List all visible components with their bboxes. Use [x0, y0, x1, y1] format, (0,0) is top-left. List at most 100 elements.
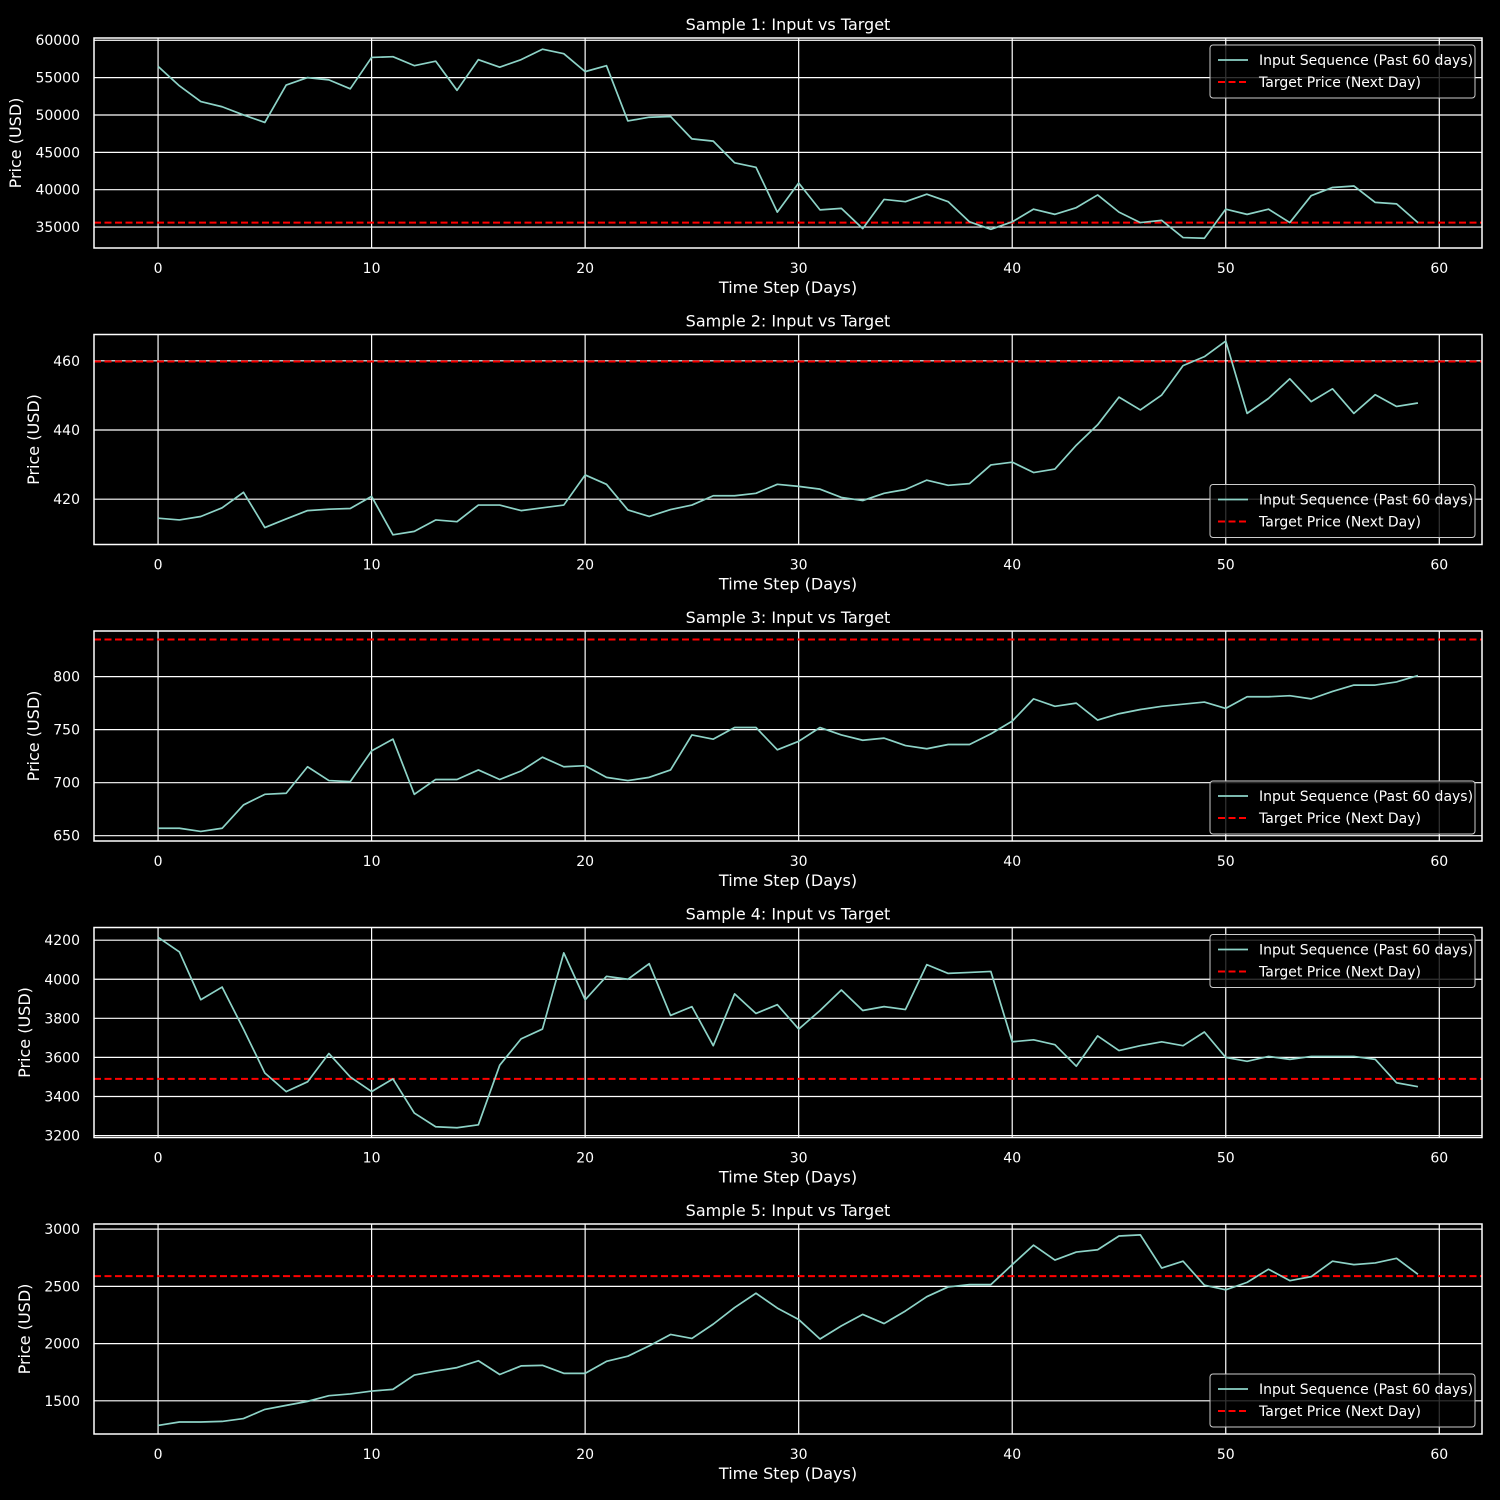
x-axis-label: Time Step (Days) — [718, 278, 857, 297]
y-tick-label: 60000 — [35, 33, 80, 49]
x-tick-label: 50 — [1217, 854, 1235, 870]
x-axis-label: Time Step (Days) — [718, 1464, 857, 1483]
legend-target-label: Target Price (Next Day) — [1258, 811, 1421, 827]
legend-input-label: Input Sequence (Past 60 days) — [1259, 789, 1473, 805]
legend-target-label: Target Price (Next Day) — [1258, 1404, 1421, 1420]
y-tick-label: 3400 — [44, 1089, 80, 1105]
x-axis-label: Time Step (Days) — [718, 871, 857, 890]
x-tick-label: 10 — [363, 854, 381, 870]
y-tick-label: 40000 — [35, 183, 80, 199]
legend: Input Sequence (Past 60 days) Target Pric… — [1209, 44, 1476, 99]
x-tick-label: 10 — [363, 1151, 381, 1167]
x-tick-label: 30 — [790, 1447, 808, 1463]
x-tick-label: 20 — [576, 261, 594, 277]
y-tick-label: 45000 — [35, 145, 80, 161]
y-axis-label: Price (USD) — [6, 98, 25, 189]
input-sequence-line — [157, 340, 1419, 536]
legend-input-label: Input Sequence (Past 60 days) — [1259, 943, 1473, 959]
x-tick-label: 40 — [1003, 1447, 1021, 1463]
legend-target-label: Target Price (Next Day) — [1258, 75, 1421, 91]
x-tick-label: 40 — [1003, 558, 1021, 574]
legend: Input Sequence (Past 60 days) Target Pric… — [1209, 484, 1476, 538]
chart-title: Sample 5: Input vs Target — [686, 1201, 891, 1220]
y-tick-label: 750 — [53, 723, 80, 739]
y-axis-label: Price (USD) — [15, 987, 34, 1078]
y-tick-label: 440 — [53, 423, 80, 439]
x-tick-label: 50 — [1217, 1447, 1235, 1463]
y-tick-label: 55000 — [35, 71, 80, 87]
legend-input-label: Input Sequence (Past 60 days) — [1259, 493, 1473, 509]
input-sequence-line — [157, 1234, 1419, 1427]
chart-title: Sample 3: Input vs Target — [686, 608, 891, 627]
y-tick-label: 700 — [53, 776, 80, 792]
x-tick-label: 10 — [363, 558, 381, 574]
axes-frame — [93, 333, 1483, 546]
grid-lines — [94, 631, 1482, 841]
legend: Input Sequence (Past 60 days) Target Pric… — [1209, 780, 1476, 835]
x-tick-label: 20 — [576, 1447, 594, 1463]
chart-panel-2: 0 10 20 30 40 50 60 420 440 460 Sample 2: Input vs… — [24, 312, 1483, 594]
x-tick-label: 60 — [1430, 854, 1448, 870]
legend-box — [1209, 44, 1476, 99]
x-tick-label: 10 — [363, 1447, 381, 1463]
x-tick-label: 60 — [1430, 1151, 1448, 1167]
chart-title: Sample 4: Input vs Target — [686, 905, 891, 924]
legend-box — [1209, 1373, 1476, 1428]
y-tick-label: 800 — [53, 670, 80, 686]
chart-panel-1: 0 10 20 30 40 50 60 35000 40000 45000 50000 55000 60… — [6, 15, 1483, 297]
axes-frame — [93, 630, 1483, 842]
chart-title: Sample 1: Input vs Target — [686, 15, 891, 34]
x-axis-label: Time Step (Days) — [718, 575, 857, 594]
chart-title: Sample 2: Input vs Target — [686, 312, 891, 331]
y-tick-label: 1500 — [44, 1394, 80, 1410]
x-tick-label: 50 — [1217, 558, 1235, 574]
legend-box — [1209, 484, 1476, 538]
x-tick-label: 30 — [790, 558, 808, 574]
y-tick-label: 50000 — [35, 108, 80, 124]
x-tick-label: 40 — [1003, 1151, 1021, 1167]
x-tick-label: 50 — [1217, 1151, 1235, 1167]
y-tick-label: 3800 — [44, 1011, 80, 1027]
y-tick-label: 3600 — [44, 1050, 80, 1066]
y-tick-label: 3200 — [44, 1129, 80, 1145]
input-sequence-line — [157, 936, 1419, 1129]
x-tick-label: 20 — [576, 558, 594, 574]
x-axis-label: Time Step (Days) — [718, 1168, 857, 1187]
x-tick-label: 60 — [1430, 261, 1448, 277]
x-tick-label: 0 — [154, 1151, 163, 1167]
input-sequence-line — [158, 674, 1419, 833]
legend: Input Sequence (Past 60 days) Target Pric… — [1209, 1373, 1476, 1428]
legend-target-label: Target Price (Next Day) — [1258, 515, 1421, 531]
x-tick-label: 40 — [1003, 854, 1021, 870]
y-tick-label: 3000 — [44, 1222, 80, 1238]
x-tick-label: 0 — [154, 1447, 163, 1463]
y-axis-label: Price (USD) — [24, 691, 43, 782]
x-tick-label: 20 — [576, 1151, 594, 1167]
legend: Input Sequence (Past 60 days) Target Pric… — [1209, 934, 1476, 988]
legend-input-label: Input Sequence (Past 60 days) — [1259, 53, 1473, 69]
y-tick-label: 4000 — [44, 972, 80, 988]
chart-panel-5: 0 10 20 30 40 50 60 1500 2000 2500 3000 Sample 5: I… — [15, 1201, 1483, 1483]
x-tick-label: 50 — [1217, 261, 1235, 277]
x-tick-label: 30 — [790, 854, 808, 870]
x-tick-label: 10 — [363, 261, 381, 277]
x-tick-label: 60 — [1430, 558, 1448, 574]
legend-input-label: Input Sequence (Past 60 days) — [1259, 1382, 1473, 1398]
y-tick-label: 35000 — [35, 220, 80, 236]
y-tick-label: 2500 — [44, 1279, 80, 1295]
x-tick-label: 0 — [154, 854, 163, 870]
chart-panel-3: 0 10 20 30 40 50 60 650 700 750 800 Sample 3: Input… — [24, 608, 1483, 890]
x-tick-label: 30 — [790, 1151, 808, 1167]
x-tick-label: 30 — [790, 261, 808, 277]
axes-frame — [93, 37, 1483, 249]
legend-target-label: Target Price (Next Day) — [1258, 965, 1421, 981]
input-sequence-line — [157, 48, 1419, 240]
y-tick-label: 650 — [53, 829, 80, 845]
x-tick-label: 0 — [154, 261, 163, 277]
y-axis-label: Price (USD) — [24, 394, 43, 485]
axes-frame — [93, 926, 1483, 1139]
y-tick-label: 2000 — [44, 1337, 80, 1353]
y-tick-label: 420 — [53, 492, 80, 508]
axes-frame — [93, 1223, 1483, 1435]
